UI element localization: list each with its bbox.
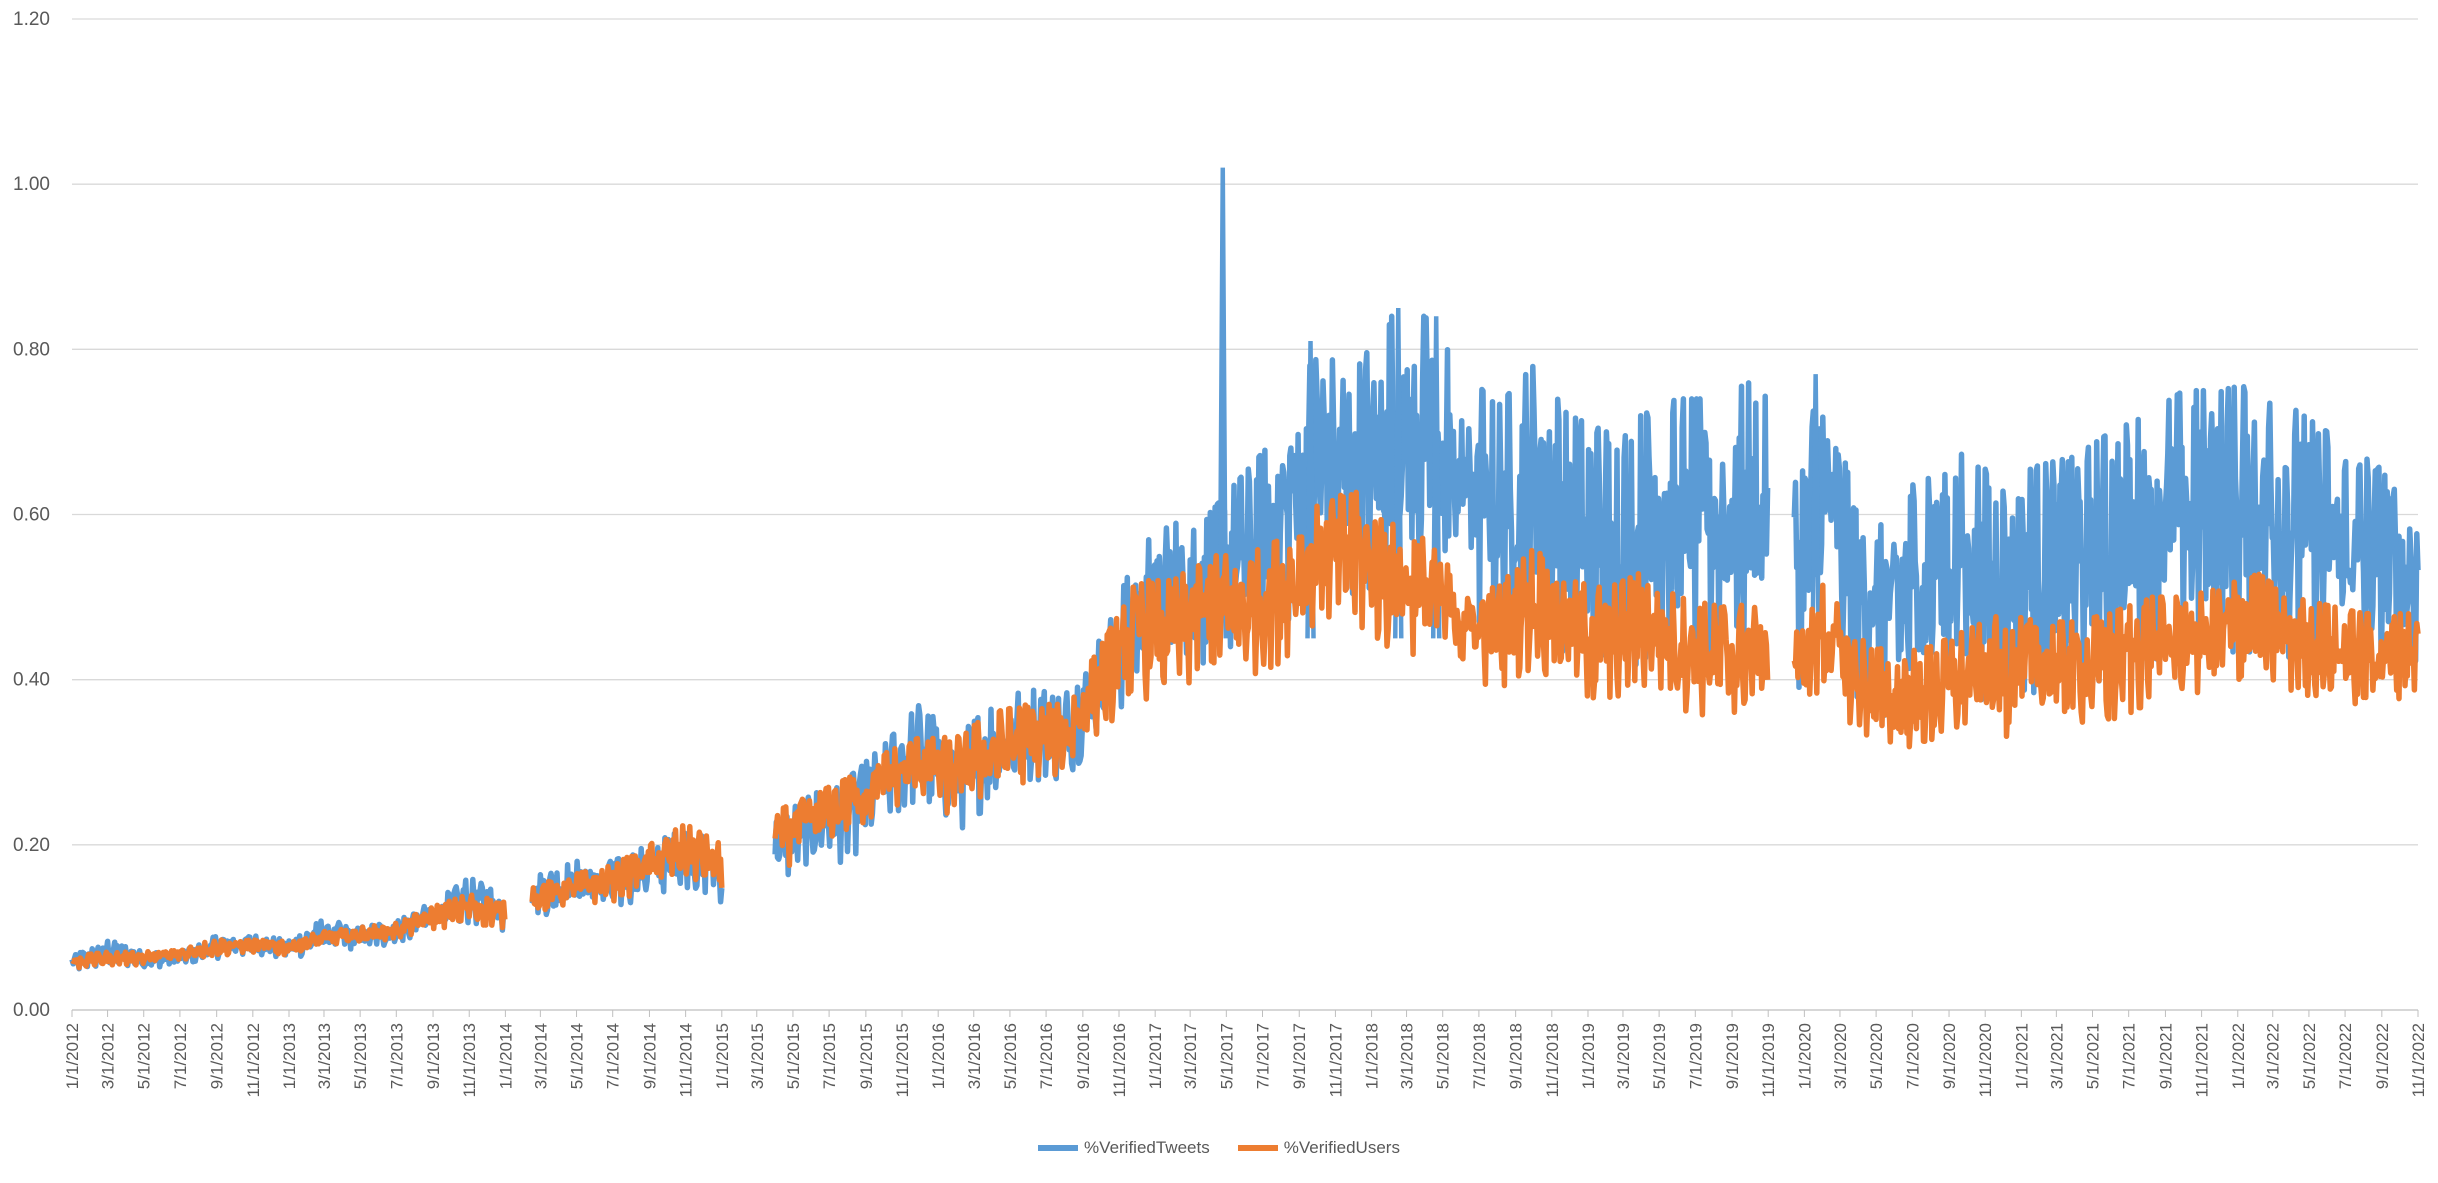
legend-swatch-verified-tweets — [1038, 1145, 1079, 1151]
x-tick-label: 9/1/2017 — [1290, 1023, 1309, 1089]
x-tick-label: 1/1/2022 — [2229, 1023, 2248, 1089]
x-tick-label: 3/1/2017 — [1181, 1023, 1200, 1089]
x-tick-label: 1/1/2021 — [2012, 1023, 2031, 1089]
series-lines — [69, 167, 2421, 972]
x-tick-label: 7/1/2017 — [1253, 1023, 1272, 1089]
legend-item-verified-users: %VerifiedUsers — [1237, 1138, 1400, 1158]
x-tick-label: 1/1/2018 — [1363, 1023, 1382, 1089]
x-tick-label: 3/1/2015 — [748, 1023, 767, 1089]
x-tick-label: 11/1/2020 — [1976, 1023, 1995, 1097]
series-peak — [1393, 308, 1404, 639]
x-tick-label: 5/1/2012 — [135, 1023, 154, 1089]
x-tick-label: 1/1/2014 — [496, 1023, 515, 1089]
x-tick-label: 5/1/2016 — [1001, 1023, 1020, 1089]
x-tick-label: 1/1/2015 — [713, 1023, 732, 1089]
x-tick-label: 3/1/2018 — [1398, 1023, 1417, 1089]
x-tick-label: 1/1/2016 — [929, 1023, 948, 1089]
x-tick-label: 3/1/2013 — [315, 1023, 334, 1089]
x-tick-label: 11/1/2022 — [2409, 1023, 2428, 1097]
x-tick-label: 9/1/2016 — [1074, 1023, 1093, 1089]
x-tick-label: 11/1/2013 — [460, 1023, 479, 1097]
x-tick-label: 5/1/2015 — [784, 1023, 803, 1089]
series-peak — [1217, 167, 1229, 639]
x-tick-label: 1/1/2020 — [1795, 1023, 1814, 1089]
x-tick-label: 5/1/2019 — [1650, 1023, 1669, 1089]
x-tick-label: 7/1/2014 — [604, 1023, 623, 1089]
series-line-segment — [529, 823, 725, 913]
x-tick-label: 11/1/2019 — [1759, 1023, 1778, 1097]
x-tick-label: 7/1/2016 — [1037, 1023, 1056, 1089]
x-tick-label: 1/1/2012 — [63, 1023, 82, 1089]
legend: %VerifiedTweets %VerifiedUsers — [0, 1138, 2438, 1158]
y-tick-label: 0.60 — [13, 505, 50, 526]
x-tick-label: 9/1/2022 — [2373, 1023, 2392, 1089]
x-tick-label: 7/1/2022 — [2336, 1023, 2355, 1089]
x-tick-label: 7/1/2021 — [2120, 1023, 2139, 1089]
x-tick-label: 9/1/2021 — [2156, 1023, 2175, 1089]
x-tick-label: 7/1/2012 — [171, 1023, 190, 1089]
x-tick-label: 9/1/2018 — [1507, 1023, 1526, 1089]
y-tick-label: 1.20 — [13, 9, 50, 30]
y-tick-label: 0.40 — [13, 670, 50, 691]
y-tick-label: 1.00 — [13, 174, 50, 195]
x-tick-label: 1/1/2019 — [1579, 1023, 1598, 1089]
series-verified-users — [70, 489, 2421, 971]
x-tick-label: 11/1/2015 — [893, 1023, 912, 1097]
x-axis-tick-labels: 1/1/2012 3/1/2012 5/1/2012 7/1/2012 9/1/2012… — [63, 1023, 2428, 1097]
x-tick-label: 11/1/2018 — [1543, 1023, 1562, 1097]
series-peak — [1430, 316, 1442, 639]
x-tick-label: 11/1/2014 — [677, 1023, 696, 1097]
legend-label-verified-users: %VerifiedUsers — [1283, 1138, 1400, 1157]
legend-label-verified-tweets: %VerifiedTweets — [1084, 1138, 1210, 1157]
x-tick-label: 9/1/2020 — [1940, 1023, 1959, 1089]
x-tick-label: 3/1/2019 — [1614, 1023, 1633, 1089]
x-tick-label: 9/1/2015 — [857, 1023, 876, 1089]
series-peak — [1810, 374, 1821, 639]
x-tick-label: 5/1/2021 — [2084, 1023, 2103, 1089]
x-tick-label: 1/1/2017 — [1146, 1023, 1165, 1089]
series-verified-tweets — [69, 167, 2421, 972]
x-tick-label: 7/1/2015 — [820, 1023, 839, 1089]
x-axis — [71, 1009, 2419, 1017]
x-tick-label: 7/1/2013 — [387, 1023, 406, 1089]
x-tick-label: 3/1/2022 — [2264, 1023, 2283, 1089]
y-tick-label: 0.80 — [13, 339, 50, 360]
x-tick-label: 7/1/2020 — [1903, 1023, 1922, 1089]
x-tick-label: 3/1/2012 — [99, 1023, 118, 1089]
legend-swatch-verified-users — [1237, 1145, 1278, 1151]
x-tick-label: 11/1/2021 — [2193, 1023, 2212, 1097]
x-tick-label: 5/1/2018 — [1434, 1023, 1453, 1089]
x-tick-label: 9/1/2012 — [208, 1023, 227, 1089]
x-tick-label: 5/1/2014 — [568, 1023, 587, 1089]
series-line-segment — [70, 892, 508, 971]
x-tick-label: 3/1/2020 — [1831, 1023, 1850, 1089]
x-tick-label: 7/1/2018 — [1470, 1023, 1489, 1089]
x-tick-label: 9/1/2019 — [1723, 1023, 1742, 1089]
x-tick-label: 3/1/2021 — [2047, 1023, 2066, 1089]
x-tick-label: 7/1/2019 — [1686, 1023, 1705, 1089]
x-tick-label: 11/1/2012 — [244, 1023, 263, 1097]
legend-item-verified-tweets: %VerifiedTweets — [1038, 1138, 1210, 1158]
x-tick-label: 11/1/2017 — [1326, 1023, 1345, 1097]
series-line-segment — [772, 489, 1771, 869]
x-tick-label: 9/1/2014 — [640, 1023, 659, 1089]
gridlines — [72, 18, 2418, 846]
x-tick-label: 5/1/2020 — [1867, 1023, 1886, 1089]
x-tick-label: 3/1/2016 — [965, 1023, 984, 1089]
x-tick-label: 9/1/2013 — [424, 1023, 443, 1089]
series-line-segment — [1791, 384, 2421, 719]
x-tick-label: 11/1/2016 — [1110, 1023, 1129, 1097]
x-tick-label: 3/1/2014 — [531, 1023, 550, 1089]
x-tick-label: 5/1/2013 — [351, 1023, 370, 1089]
y-tick-label: 0.20 — [13, 835, 50, 856]
y-tick-label: 0.00 — [13, 1000, 50, 1021]
x-tick-label: 5/1/2017 — [1217, 1023, 1236, 1089]
series-line-segment — [1791, 571, 2421, 750]
x-tick-label: 1/1/2013 — [280, 1023, 299, 1089]
series-peak — [1305, 341, 1316, 639]
y-axis-tick-labels: 0.00 0.20 0.40 0.60 0.80 1.00 1.20 — [13, 9, 50, 1021]
x-tick-label: 5/1/2022 — [2300, 1023, 2319, 1089]
